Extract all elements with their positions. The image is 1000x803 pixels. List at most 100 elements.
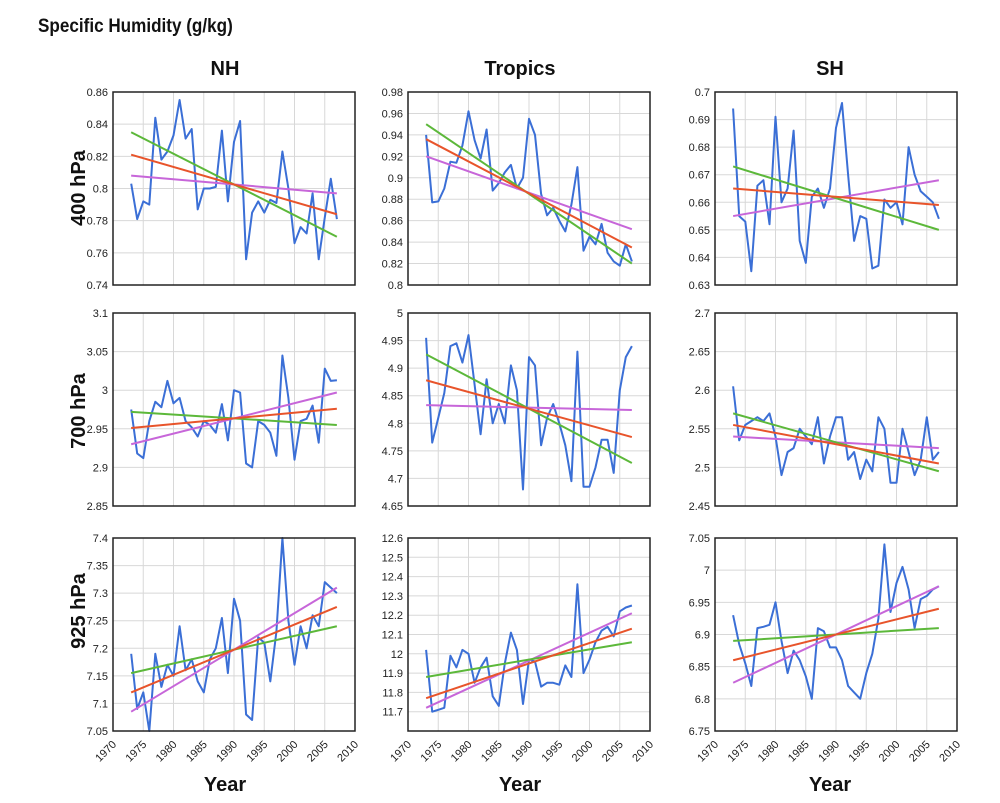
x-tick-label: 1970 <box>388 739 414 765</box>
y-tick-label: 7.35 <box>87 561 108 573</box>
y-tick-label: 12.2 <box>382 610 403 622</box>
y-tick-label: 11.7 <box>382 707 403 719</box>
x-axis-label-nh: Year <box>203 774 247 796</box>
x-tick-label: 1970 <box>93 739 119 765</box>
y-tick-label: 0.84 <box>87 119 108 131</box>
trend-line-green-tropics-925-hpa <box>425 641 633 678</box>
plot-frame-sh-700-hpa <box>714 312 958 507</box>
y-tick-label: 0.86 <box>382 216 403 228</box>
y-tick-label: 4.85 <box>382 391 403 403</box>
y-tick-label: 0.63 <box>689 280 710 292</box>
y-tick-label: 0.82 <box>382 259 403 271</box>
y-tick-label: 12.3 <box>382 591 403 603</box>
trend-line-red-nh-400-hpa <box>130 153 338 216</box>
trend-line-red-tropics-400-hpa <box>425 138 633 249</box>
x-tick-label: 2010 <box>335 739 361 765</box>
y-tick-label: 0.98 <box>382 87 403 99</box>
x-tick-label: 2005 <box>600 739 626 765</box>
y-tick-label: 2.6 <box>695 385 710 397</box>
x-tick-label: 2010 <box>630 739 656 765</box>
x-tick-label: 1995 <box>847 739 873 765</box>
trend-line-red-tropics-925-hpa <box>425 627 633 700</box>
y-tick-label: 7.15 <box>87 671 108 683</box>
plot-frame-nh-700-hpa <box>112 312 356 507</box>
column-title-nh: NH <box>210 58 240 80</box>
data-series-line-tropics-400-hpa <box>425 110 633 267</box>
y-tick-label: 2.95 <box>87 424 108 436</box>
y-tick-label: 6.85 <box>689 662 710 674</box>
y-tick-label: 2.9 <box>93 462 108 474</box>
y-tick-label: 7.1 <box>93 698 108 710</box>
y-tick-label: 11.8 <box>382 687 403 699</box>
x-tick-label: 1980 <box>756 739 782 765</box>
y-tick-label: 7.2 <box>93 643 108 655</box>
y-tick-label: 12.6 <box>382 533 403 545</box>
trend-line-red-sh-925-hpa <box>732 607 940 662</box>
y-tick-label: 0.86 <box>87 87 108 99</box>
plot-frame-nh-400-hpa <box>112 91 356 286</box>
trend-line-red-nh-925-hpa <box>130 606 338 694</box>
x-tick-label: 1995 <box>245 739 271 765</box>
x-tick-label: 1985 <box>786 739 812 765</box>
data-series-line-nh-700-hpa <box>130 354 338 469</box>
trend-line-red-nh-700-hpa <box>131 407 337 430</box>
x-axis-label-tropics: Year <box>498 774 542 796</box>
plot-frame-nh-925-hpa <box>112 537 356 732</box>
x-tick-label: 1975 <box>726 739 752 765</box>
column-title-tropics: Tropics <box>484 58 556 80</box>
x-tick-label: 1990 <box>214 739 240 765</box>
y-tick-label: 0.88 <box>382 194 403 206</box>
plot-frame-sh-400-hpa <box>714 91 958 286</box>
y-tick-label: 7.05 <box>87 726 108 738</box>
y-tick-label: 6.95 <box>689 597 710 609</box>
data-series-line-nh-400-hpa <box>130 99 338 261</box>
x-tick-label: 1980 <box>449 739 475 765</box>
y-tick-label: 2.7 <box>695 308 710 320</box>
trend-line-green-sh-400-hpa <box>732 165 940 231</box>
x-tick-label: 2000 <box>570 739 596 765</box>
y-tick-label: 4.65 <box>382 501 403 513</box>
y-tick-label: 4.7 <box>388 473 403 485</box>
y-tick-label: 7.25 <box>87 616 108 628</box>
column-title-sh: SH <box>816 58 844 80</box>
x-tick-label: 1985 <box>184 739 210 765</box>
y-tick-label: 7.3 <box>93 588 108 600</box>
x-tick-label: 2005 <box>907 739 933 765</box>
plot-frame-tropics-925-hpa <box>407 537 651 732</box>
y-tick-label: 2.55 <box>689 424 710 436</box>
x-tick-label: 1990 <box>816 739 842 765</box>
x-tick-label: 1990 <box>509 739 535 765</box>
y-tick-label: 12 <box>391 649 403 661</box>
y-tick-label: 0.66 <box>689 197 710 209</box>
y-tick-label: 4.95 <box>382 336 403 348</box>
y-tick-label: 0.69 <box>689 115 710 127</box>
trend-line-red-sh-700-hpa <box>732 423 940 465</box>
trend-line-red-sh-400-hpa <box>733 187 939 207</box>
x-tick-label: 1970 <box>695 739 721 765</box>
y-tick-label: 12.4 <box>382 572 403 584</box>
y-tick-label: 0.92 <box>382 151 403 163</box>
y-tick-label: 2.65 <box>689 347 710 359</box>
data-series-line-tropics-700-hpa <box>425 334 633 491</box>
y-tick-label: 0.8 <box>388 280 403 292</box>
y-tick-label: 11.9 <box>382 668 403 680</box>
y-tick-label: 5 <box>397 308 403 320</box>
y-tick-label: 2.45 <box>689 501 710 513</box>
data-series-line-sh-700-hpa <box>732 386 940 484</box>
plot-frame-tropics-700-hpa <box>407 312 651 507</box>
trend-line-red-tropics-700-hpa <box>425 379 633 439</box>
y-tick-label: 0.67 <box>689 170 710 182</box>
x-tick-label: 1975 <box>124 739 150 765</box>
y-tick-label: 7.4 <box>93 533 108 545</box>
y-tick-label: 2.5 <box>695 462 710 474</box>
y-tick-label: 6.75 <box>689 726 710 738</box>
y-tick-label: 12.5 <box>382 552 403 564</box>
y-tick-label: 2.85 <box>87 501 108 513</box>
y-tick-label: 3 <box>102 385 108 397</box>
y-tick-label: 3.1 <box>93 308 108 320</box>
y-tick-label: 4.8 <box>388 418 403 430</box>
y-tick-label: 0.78 <box>87 216 108 228</box>
plot-frame-tropics-400-hpa <box>407 91 651 286</box>
plot-frame-sh-925-hpa <box>714 537 958 732</box>
